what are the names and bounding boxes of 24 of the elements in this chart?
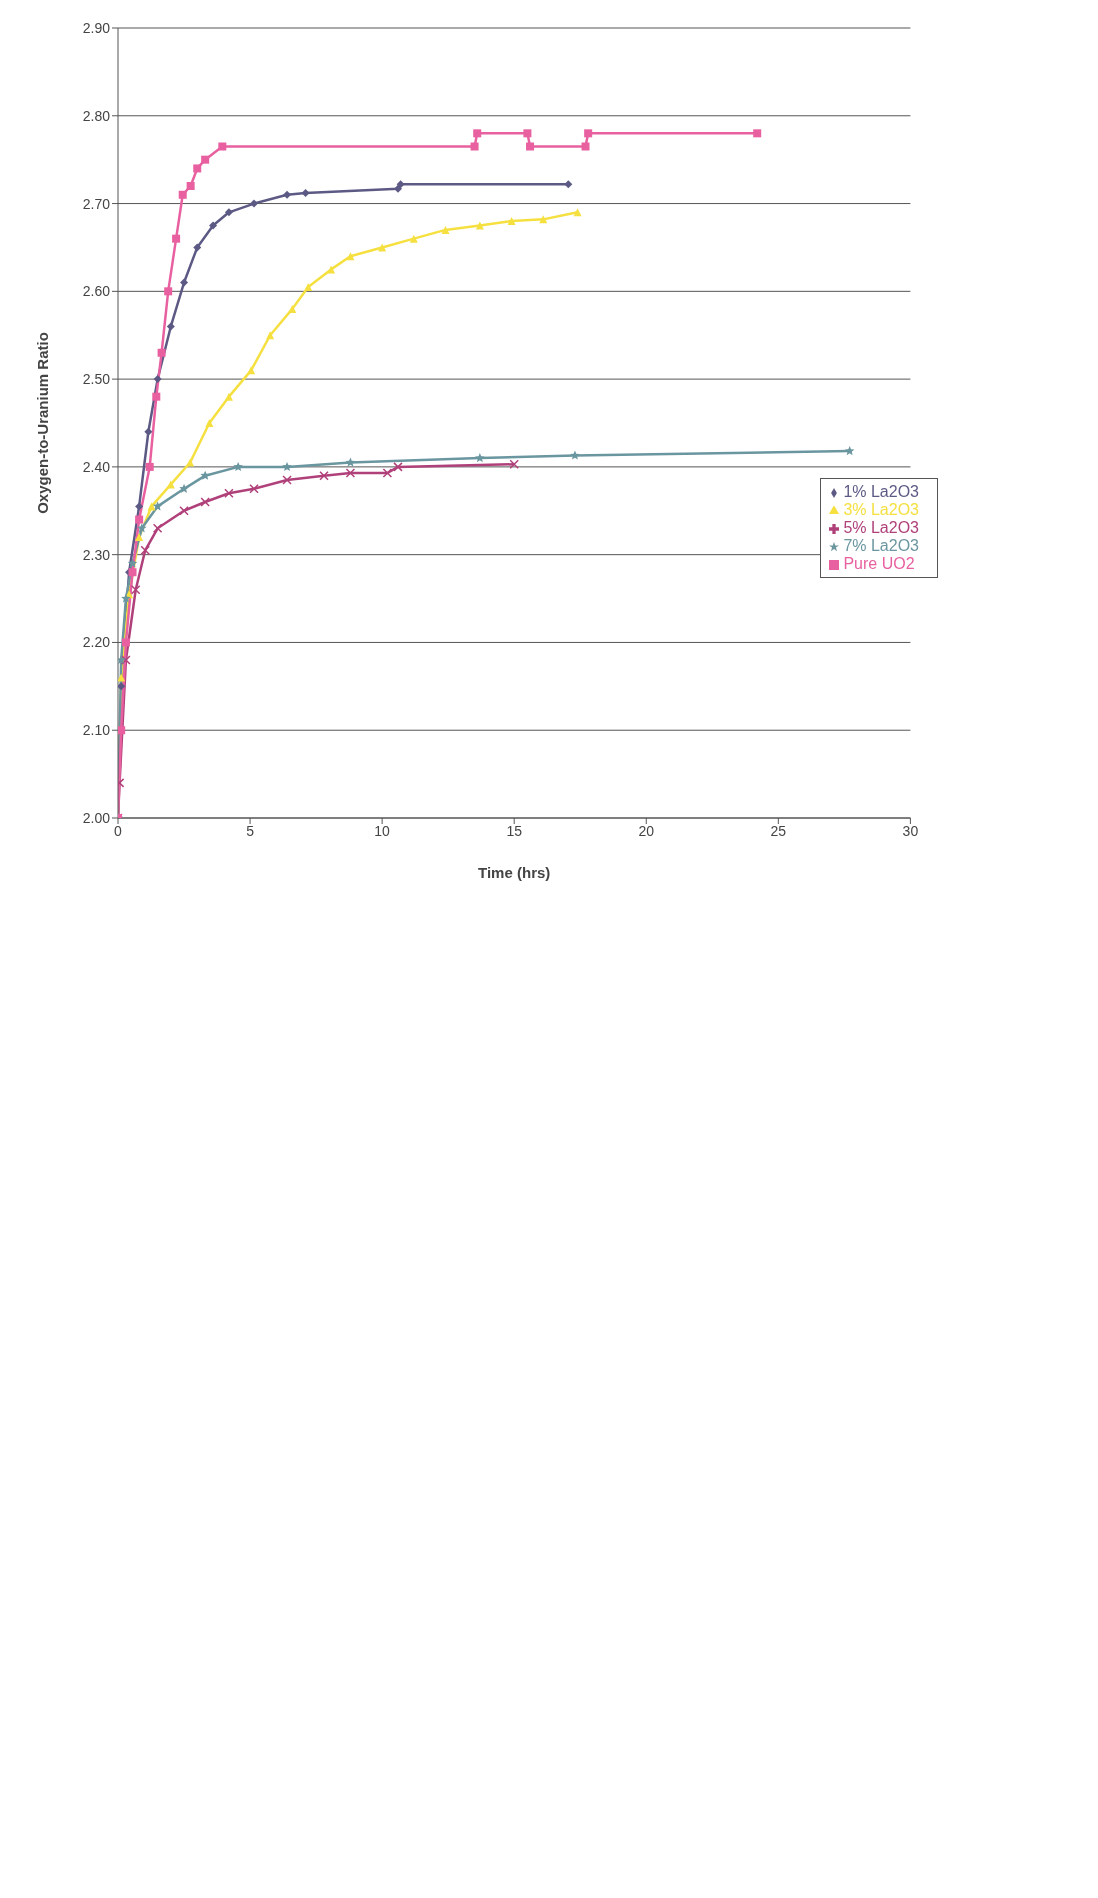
y-tick-label: 2.40 — [82, 458, 111, 475]
legend-label: Pure UO2 — [843, 555, 915, 572]
y-axis-title: Oxygen-to-Uranium Ratio — [34, 332, 52, 514]
y-tick-label: 2.60 — [82, 283, 111, 300]
legend-label: 1% La2O3 — [843, 483, 919, 500]
y-tick-label: 2.50 — [82, 371, 111, 388]
y-tick-label: 2.30 — [82, 546, 111, 563]
y-tick-label: 2.10 — [82, 722, 111, 739]
y-tick-label: 2.20 — [82, 634, 111, 651]
x-tick-label: 0 — [114, 822, 123, 839]
y-tick-label: 2.90 — [82, 19, 111, 36]
x-tick-label: 5 — [246, 822, 255, 839]
legend-label: 5% La2O3 — [843, 519, 919, 536]
x-axis-title: Time (hrs) — [478, 864, 551, 881]
x-tick-label: 25 — [770, 822, 787, 839]
y-tick-label: 2.00 — [82, 809, 111, 826]
x-tick-label: 20 — [638, 822, 655, 839]
x-tick-label: 30 — [902, 822, 919, 839]
legend-label: 3% La2O3 — [843, 501, 919, 518]
y-tick-label: 2.70 — [82, 195, 111, 212]
x-tick-label: 15 — [506, 822, 523, 839]
y-tick-label: 2.80 — [82, 107, 111, 124]
legend-label: 7% La2O3 — [843, 537, 919, 554]
x-tick-label: 10 — [374, 822, 391, 839]
